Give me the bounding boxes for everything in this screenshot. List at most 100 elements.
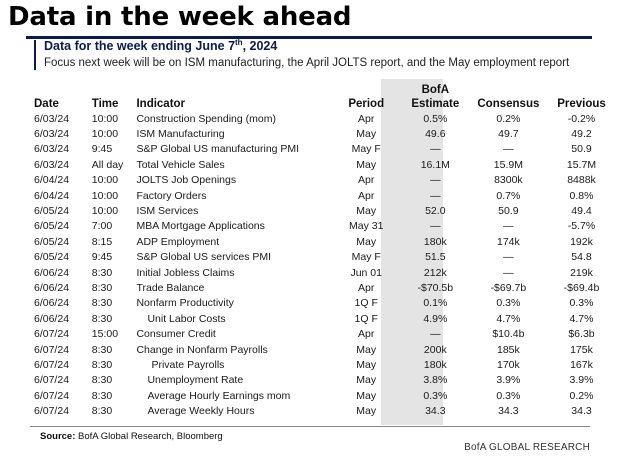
cell-consensus: — (503, 143, 514, 156)
cell-time: 8:30 (91, 281, 113, 294)
cell-date: 6/05/24 (34, 220, 70, 233)
cell-time: 7:00 (91, 220, 113, 233)
subtitle-superscript: th (235, 37, 243, 47)
cell-date: 6/07/24 (34, 358, 70, 371)
cell-time: 8:30 (91, 343, 113, 356)
cell-estimate: 180k (423, 235, 447, 248)
cell-indicator: Total Vehicle Sales (136, 158, 225, 171)
table-row: 6/07/24 8:30 Private Payrolls May 180k 170k 16… (30, 357, 620, 372)
cell-time: 15:00 (91, 328, 119, 341)
cell-previous: 34.3 (571, 405, 592, 418)
cell-date: 6/07/24 (34, 374, 70, 387)
subtitle-year: , 2024 (242, 39, 278, 53)
cell-estimate: — (430, 328, 441, 341)
cell-date: 6/06/24 (34, 266, 70, 279)
cell-date: 6/07/24 (34, 343, 70, 356)
cell-period: May (356, 343, 377, 356)
cell-previous: 49.4 (571, 205, 592, 218)
cell-period: Apr (358, 112, 375, 125)
cell-time: 8:30 (91, 312, 113, 325)
header-date: Date (34, 98, 59, 110)
cell-date: 6/06/24 (34, 281, 70, 294)
focus-note: Focus next week will be on ISM manufactu… (44, 57, 570, 69)
cell-time: 8:30 (91, 374, 113, 387)
cell-date: 6/06/24 (34, 312, 70, 325)
header-estimate: BofA Estimate (397, 79, 474, 111)
cell-consensus: — (503, 251, 514, 264)
cell-estimate: 51.5 (425, 251, 446, 264)
cell-date: 6/03/24 (34, 112, 70, 125)
cell-indicator: Nonfarm Productivity (136, 297, 234, 310)
cell-previous: 49.2 (571, 128, 592, 141)
cell-date: 6/05/24 (34, 251, 70, 264)
table-row: 6/04/24 10:00 Factory Orders Apr — 0.7% 0.8% (30, 188, 620, 203)
table-header-row: Date Time Indicator Period BofA Estimate … (30, 79, 620, 111)
table-row: 6/07/24 8:30 Average Hourly Earnings mom Ma… (30, 388, 620, 403)
cell-previous: 8488k (567, 174, 596, 187)
table-row: 6/04/24 10:00 JOLTS Job Openings Apr — 8300k 8… (30, 173, 620, 188)
cell-date: 6/04/24 (34, 174, 70, 187)
cell-consensus: 4.7% (496, 312, 521, 325)
cell-consensus: — (503, 220, 514, 233)
cell-estimate: 3.8% (423, 374, 448, 387)
header-period: Period (348, 98, 385, 110)
cell-consensus: 0.3% (496, 389, 521, 402)
cell-estimate: 0.1% (423, 297, 448, 310)
cell-previous: 4.7% (569, 312, 594, 325)
cell-time: 10:00 (91, 174, 119, 187)
table-row: 6/06/24 8:30 Trade Balance Apr -$70.5b -$69.7… (30, 280, 620, 295)
header-estimate-line2: Estimate (411, 98, 460, 110)
cell-period: Apr (358, 174, 375, 187)
cell-period: Jun 01 (350, 266, 382, 279)
cell-date: 6/03/24 (34, 158, 70, 171)
cell-previous: -0.2% (567, 112, 596, 125)
cell-consensus: 8300k (494, 174, 523, 187)
cell-indicator: Change in Nonfarm Payrolls (136, 343, 268, 356)
cell-previous: 50.9 (571, 143, 592, 156)
cell-estimate: — (430, 220, 441, 233)
cell-consensus: 0.7% (496, 189, 521, 202)
cell-estimate: 34.3 (425, 405, 446, 418)
cell-estimate: 200k (423, 343, 447, 356)
cell-time: 8:30 (91, 266, 113, 279)
cell-indicator: Trade Balance (136, 281, 205, 294)
cell-time: 8:30 (91, 405, 113, 418)
table-row: 6/03/24 9:45 S&P Global US manufacturing P… (30, 142, 620, 157)
table-row: 6/03/24 10:00 Construction Spending (mom) A… (30, 111, 620, 126)
cell-consensus: 15.9M (493, 158, 523, 171)
cell-consensus: 0.3% (496, 297, 521, 310)
cell-time: 8:30 (91, 297, 113, 310)
cell-time: 9:45 (91, 251, 113, 264)
subtitle: Data for the week ending June 7th, 2024 (44, 38, 277, 54)
source-text: BofA Global Research, Bloomberg (75, 431, 223, 442)
cell-date: 6/05/24 (34, 235, 70, 248)
cell-time: 10:00 (91, 128, 119, 141)
cell-consensus: 174k (496, 235, 520, 248)
source-note: Source: BofA Global Research, Bloomberg (40, 431, 223, 442)
cell-indicator: S&P Global US manufacturing PMI (136, 143, 300, 156)
cell-indicator: Consumer Credit (136, 328, 216, 341)
cell-indicator: Private Payrolls (151, 358, 225, 371)
cell-previous: -5.7% (567, 220, 596, 233)
cell-period: May (356, 358, 377, 371)
cell-consensus: — (503, 266, 514, 279)
cell-indicator: ISM Services (136, 205, 199, 218)
cell-time: 10:00 (91, 205, 119, 218)
cell-time: 8:30 (91, 389, 113, 402)
cell-period: May F (351, 251, 381, 264)
cell-period: May (356, 374, 377, 387)
table-row: 6/03/24 All day Total Vehicle Sales May 16.1… (30, 157, 620, 172)
cell-indicator: Construction Spending (mom) (136, 112, 276, 125)
table-row: 6/07/24 8:30 Unemployment Rate May 3.8% 3.9% 3… (30, 373, 620, 388)
header-time: Time (91, 98, 119, 110)
cell-period: May (356, 405, 377, 418)
cell-period: May 31 (349, 220, 384, 233)
estimate-column-shade (381, 79, 443, 425)
cell-indicator: Factory Orders (136, 189, 207, 202)
calendar-table: Date Time Indicator Period BofA Estimate … (30, 79, 620, 419)
table-row: 6/05/24 10:00 ISM Services May 52.0 50.9 49.4 (30, 203, 620, 218)
cell-indicator: ISM Manufacturing (136, 128, 225, 141)
cell-indicator: Unemployment Rate (147, 374, 244, 387)
cell-estimate: 212k (423, 266, 447, 279)
cell-date: 6/04/24 (34, 189, 70, 202)
